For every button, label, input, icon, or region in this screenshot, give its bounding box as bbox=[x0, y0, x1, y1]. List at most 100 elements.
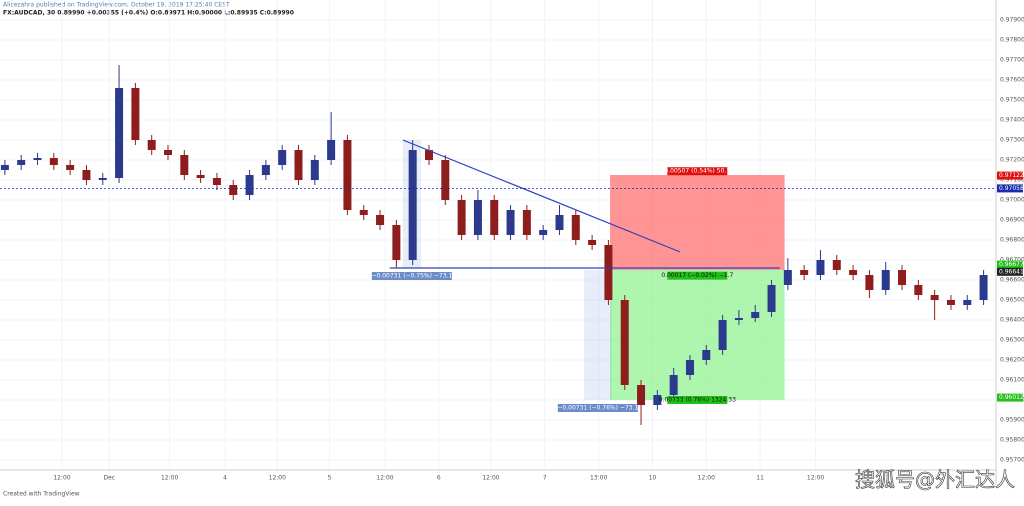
candle-body bbox=[669, 375, 678, 395]
y-tick-label: 0.97000 bbox=[1000, 197, 1024, 204]
price-marker-label: 0.96677 bbox=[999, 261, 1024, 268]
candle-body bbox=[131, 88, 140, 140]
chart-title: FX:AUDCAD, 30 0.89990 +0.00355 (+0.4%) O… bbox=[3, 10, 294, 17]
candle-body bbox=[604, 245, 613, 300]
candle-body bbox=[310, 160, 319, 180]
candle-body bbox=[653, 395, 662, 405]
x-tick-label: 12:00 bbox=[482, 475, 499, 482]
candle-body bbox=[490, 200, 499, 235]
candle-body bbox=[392, 225, 401, 260]
candle-body bbox=[473, 200, 482, 235]
candle-body bbox=[963, 300, 972, 305]
candle-body bbox=[816, 260, 825, 275]
candle-body bbox=[800, 270, 809, 275]
candle-body bbox=[718, 320, 727, 350]
candle-body bbox=[685, 360, 694, 375]
stop-zone bbox=[610, 175, 785, 270]
candle-body bbox=[881, 270, 890, 290]
y-tick-label: 0.97700 bbox=[1000, 57, 1024, 64]
candle-body bbox=[196, 175, 205, 178]
x-tick-label: 7 bbox=[543, 475, 547, 482]
stop_label: 0.00507 (0.54%) 50.7 bbox=[664, 168, 730, 175]
y-tick-label: 0.96400 bbox=[1000, 317, 1024, 324]
candle-body bbox=[457, 200, 466, 235]
candle-body bbox=[115, 88, 124, 178]
target-zone bbox=[610, 270, 785, 400]
candle-body bbox=[555, 215, 564, 230]
trendline bbox=[402, 139, 681, 253]
candle-body bbox=[66, 165, 75, 170]
y-tick-label: 0.96800 bbox=[1000, 237, 1024, 244]
candle-body bbox=[147, 140, 156, 150]
candle-body bbox=[637, 385, 646, 405]
y-tick-label: 0.96300 bbox=[1000, 337, 1024, 344]
footer: Created with TradingView bbox=[3, 491, 80, 498]
candle-body bbox=[506, 210, 515, 235]
x-tick-label: 12:00 bbox=[161, 475, 178, 482]
candle-body bbox=[212, 178, 221, 185]
candle-body bbox=[571, 215, 580, 240]
candle-body bbox=[946, 300, 955, 305]
y-tick-label: 0.97100 bbox=[1000, 177, 1024, 184]
price-marker-label: 0.96012 bbox=[999, 394, 1024, 401]
candle-body bbox=[164, 150, 173, 155]
candle-body bbox=[832, 260, 841, 270]
watermark: 搜狐号@外汇达人 bbox=[855, 468, 1015, 492]
y-tick-label: 0.97400 bbox=[1000, 117, 1024, 124]
candle-body bbox=[359, 210, 368, 215]
entry_label: 0.00017 (−0.02%) −1.7 bbox=[661, 272, 733, 279]
price-marker-label: 0.96641 bbox=[999, 268, 1024, 275]
x-tick-label: 5 bbox=[328, 475, 332, 482]
x-tick-label: 13:00 bbox=[590, 475, 607, 482]
candle-body bbox=[376, 215, 385, 225]
candle-body bbox=[278, 150, 287, 165]
x-tick-label: 12:00 bbox=[698, 475, 715, 482]
y-tick-label: 0.97900 bbox=[1000, 17, 1024, 24]
y-tick-label: 0.97200 bbox=[1000, 157, 1024, 164]
candle-body bbox=[898, 270, 907, 285]
y-tick-label: 0.96900 bbox=[1000, 217, 1024, 224]
candle-body bbox=[49, 158, 58, 165]
x-tick-label: 12:00 bbox=[376, 475, 393, 482]
candle-body bbox=[849, 270, 858, 275]
candle-body bbox=[17, 160, 26, 165]
y-tick-label: 0.95900 bbox=[1000, 417, 1024, 424]
y-tick-label: 0.96200 bbox=[1000, 357, 1024, 364]
candle-body bbox=[33, 158, 42, 160]
measure-label: −0.00731 (−0.75%) −73.1 bbox=[371, 273, 452, 280]
x-tick-label: 12:00 bbox=[807, 475, 824, 482]
candle-body bbox=[522, 210, 531, 235]
y-tick-label: 0.96100 bbox=[1000, 377, 1024, 384]
candle-body bbox=[261, 165, 270, 175]
candle-body bbox=[245, 175, 254, 195]
x-tick-label: 11 bbox=[756, 475, 764, 482]
y-tick-label: 0.97800 bbox=[1000, 37, 1024, 44]
y-tick-label: 0.95700 bbox=[1000, 457, 1024, 464]
target_label: 0.00733 (0.76%) 1324.33 bbox=[659, 397, 736, 404]
y-tick-label: 0.96500 bbox=[1000, 297, 1024, 304]
x-tick-label: 12:00 bbox=[269, 475, 286, 482]
candle-body bbox=[0, 165, 9, 170]
target_label-bg bbox=[667, 396, 728, 404]
candle-body bbox=[734, 318, 743, 320]
candle-body bbox=[751, 312, 760, 318]
candle-body bbox=[229, 185, 238, 195]
candle-body bbox=[865, 275, 874, 290]
candle-body bbox=[783, 270, 792, 285]
x-tick-label: 4 bbox=[223, 475, 227, 482]
candle-body bbox=[82, 170, 91, 180]
price-marker bbox=[997, 260, 1023, 269]
candle-body bbox=[588, 240, 597, 245]
candle-body bbox=[441, 160, 450, 200]
y-tick-label: 0.97500 bbox=[1000, 97, 1024, 104]
price-marker bbox=[997, 267, 1023, 276]
y-tick-label: 0.95800 bbox=[1000, 437, 1024, 444]
header: Alicezahra published on TradingView.com,… bbox=[3, 2, 230, 9]
price-marker bbox=[997, 171, 1023, 180]
price-marker bbox=[997, 184, 1023, 193]
x-tick-label: 6 bbox=[437, 475, 441, 482]
candle-body bbox=[408, 150, 417, 260]
y-tick-label: 0.96700 bbox=[1000, 257, 1024, 264]
